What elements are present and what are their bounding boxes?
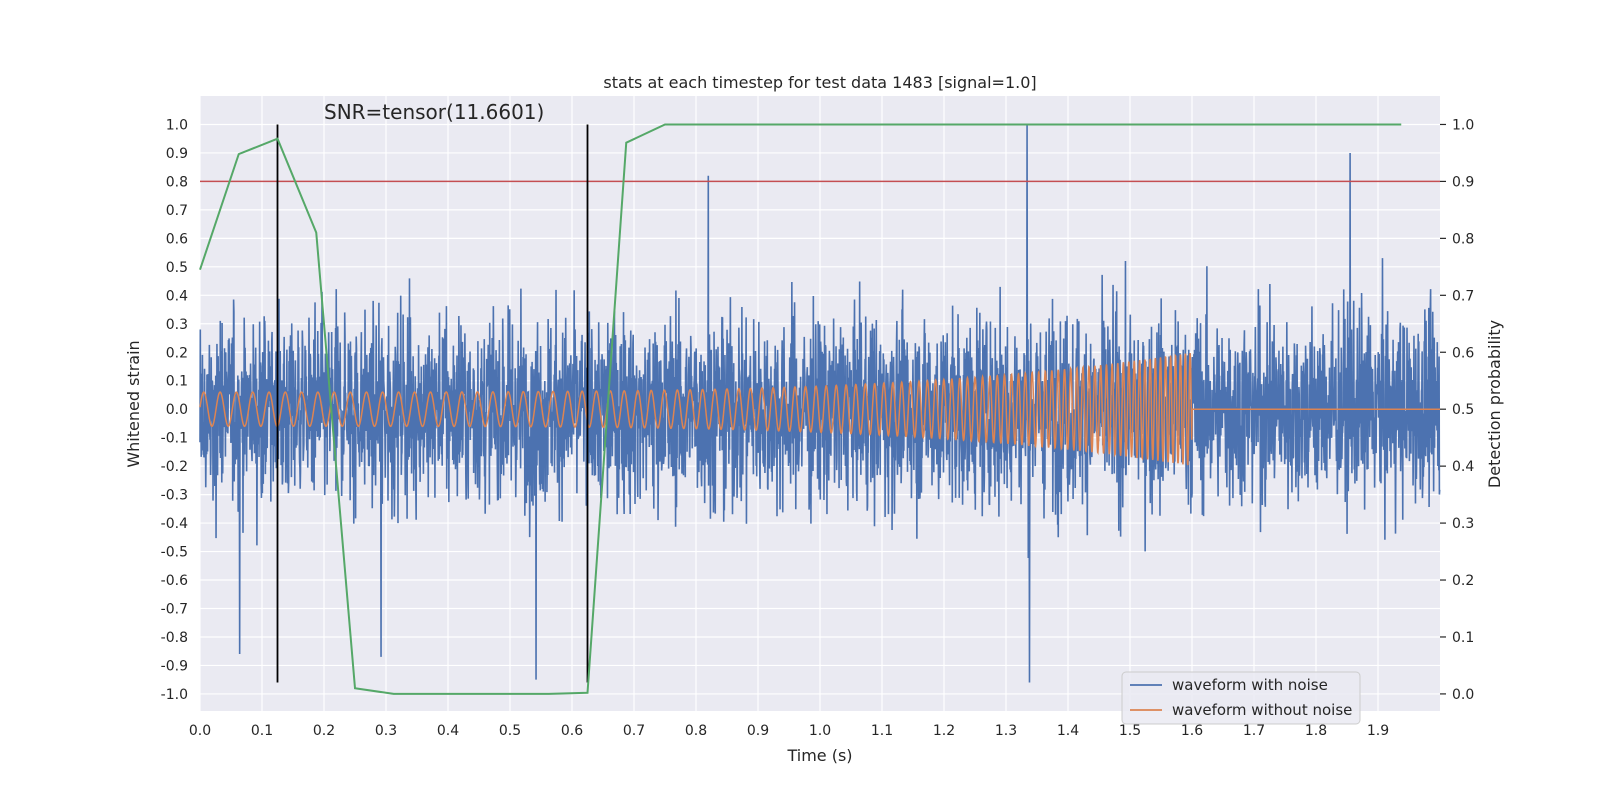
y2-tick-label: 0.7 bbox=[1452, 288, 1474, 304]
waveform-without-noise-line bbox=[199, 352, 1440, 466]
x-tick-label: 0.1 bbox=[251, 723, 273, 739]
y2-tick-label: 0.3 bbox=[1452, 516, 1474, 532]
x-tick-label: 0.7 bbox=[623, 723, 645, 739]
y-tick-label: -0.6 bbox=[161, 573, 188, 589]
y-tick-label: -1.0 bbox=[161, 687, 188, 703]
y2-tick-label: 0.9 bbox=[1452, 174, 1474, 190]
y-tick-label: 0.7 bbox=[166, 203, 188, 219]
y-tick-label: 0.1 bbox=[166, 374, 188, 390]
y-tick-label: 0.4 bbox=[166, 288, 188, 304]
x-tick-label: 1.1 bbox=[871, 723, 893, 739]
x-tick-label: 0.2 bbox=[313, 723, 335, 739]
y-tick-label: -0.2 bbox=[161, 459, 188, 475]
x-axis-label: Time (s) bbox=[786, 746, 852, 765]
snr-annotation: SNR=tensor(11.6601) bbox=[324, 100, 544, 124]
ticks: 0.0 0.1 0.2 0.3 0.4 0.5 0.6 0.7 0.8 0.9 1.0 1.1 1.2 1… bbox=[161, 117, 1475, 739]
y2-tick-label: 0.2 bbox=[1452, 573, 1474, 589]
y2-tick-label: 0.4 bbox=[1452, 459, 1474, 475]
x-tick-label: 1.7 bbox=[1243, 723, 1265, 739]
y2-tick-label: 0.6 bbox=[1452, 345, 1474, 361]
x-tick-label: 0.4 bbox=[437, 723, 459, 739]
x-tick-label: 1.6 bbox=[1181, 723, 1203, 739]
x-tick-label: 0.6 bbox=[561, 723, 583, 739]
y-axis-label: Whitened strain bbox=[124, 340, 143, 467]
x-tick-label: 1.2 bbox=[933, 723, 955, 739]
y-tick-label: 0.6 bbox=[166, 231, 188, 247]
x-tick-label: 0.3 bbox=[375, 723, 397, 739]
legend-label-waveform-with-noise: waveform with noise bbox=[1172, 676, 1328, 694]
y-tick-label: 0.2 bbox=[166, 345, 188, 361]
y-tick-label: -0.3 bbox=[161, 488, 188, 504]
y2-axis-label: Detection probability bbox=[1485, 320, 1504, 488]
detection-probability-line bbox=[199, 123, 1402, 695]
x-tick-label: 0.9 bbox=[747, 723, 769, 739]
waveform-with-noise-line bbox=[199, 124, 1441, 683]
chart-title: stats at each timestep for test data 148… bbox=[603, 73, 1036, 92]
x-tick-label: 0.8 bbox=[685, 723, 707, 739]
y-tick-label: -0.1 bbox=[161, 431, 188, 447]
x-tick-label: 0.0 bbox=[189, 723, 211, 739]
legend: waveform with noise waveform without noi… bbox=[1121, 671, 1361, 725]
y-tick-label: 0.3 bbox=[166, 317, 188, 333]
y2-tick-label: 0.5 bbox=[1452, 402, 1474, 418]
y-tick-label: -0.8 bbox=[161, 630, 188, 646]
y-tick-label: 0.0 bbox=[166, 402, 188, 418]
legend-box bbox=[1121, 671, 1361, 725]
y-tick-label: -0.4 bbox=[161, 516, 188, 532]
y-tick-label: 1.0 bbox=[166, 117, 188, 133]
x-tick-label: 1.8 bbox=[1305, 723, 1327, 739]
x-tick-label: 1.9 bbox=[1367, 723, 1389, 739]
y2-tick-label: 1.0 bbox=[1452, 117, 1474, 133]
y-tick-label: 0.5 bbox=[166, 260, 188, 276]
x-tick-label: 1.0 bbox=[809, 723, 831, 739]
legend-label-waveform-without-noise: waveform without noise bbox=[1172, 701, 1352, 719]
x-tick-label: 1.4 bbox=[1057, 723, 1079, 739]
y2-tick-label: 0.8 bbox=[1452, 231, 1474, 247]
y2-tick-label: 0.1 bbox=[1452, 630, 1474, 646]
y-tick-label: -0.9 bbox=[161, 658, 188, 674]
x-tick-label: 1.3 bbox=[995, 723, 1017, 739]
y-tick-label: -0.7 bbox=[161, 602, 188, 618]
y-tick-label: 0.9 bbox=[166, 146, 188, 162]
y-tick-label: 0.8 bbox=[166, 174, 188, 190]
x-tick-label: 1.5 bbox=[1119, 723, 1141, 739]
y2-tick-label: 0.0 bbox=[1452, 687, 1474, 703]
y-tick-label: -0.5 bbox=[161, 545, 188, 561]
series bbox=[199, 123, 1441, 695]
x-tick-label: 0.5 bbox=[499, 723, 521, 739]
